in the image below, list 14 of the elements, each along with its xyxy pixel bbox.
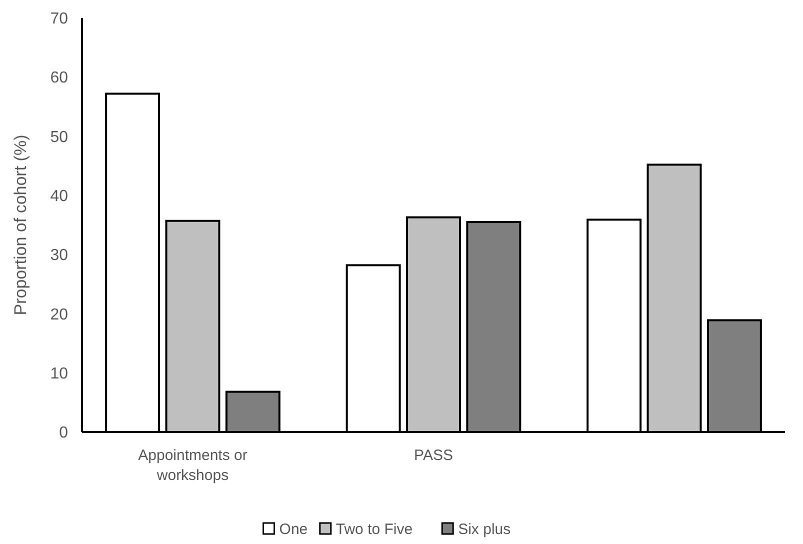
y-tick-label: 60 bbox=[50, 70, 68, 87]
y-tick-label: 0 bbox=[59, 424, 68, 442]
legend-label: Two to Five bbox=[336, 521, 413, 538]
legend-label: One bbox=[279, 521, 308, 538]
x-tick-label: PASS bbox=[414, 447, 453, 464]
y-tick-label: 50 bbox=[50, 128, 68, 146]
y-tick-label: 30 bbox=[50, 247, 68, 264]
y-tick-label: 10 bbox=[50, 365, 68, 382]
x-tick-label: Appointments or workshops bbox=[138, 447, 248, 484]
y-tick-label: 20 bbox=[50, 306, 68, 324]
y-axis-title: Proportion of cohort (%) bbox=[11, 134, 30, 316]
y-tick-label: 40 bbox=[50, 188, 68, 206]
legend-label: Six plus bbox=[458, 521, 511, 538]
y-tick-label: 70 bbox=[50, 10, 68, 28]
